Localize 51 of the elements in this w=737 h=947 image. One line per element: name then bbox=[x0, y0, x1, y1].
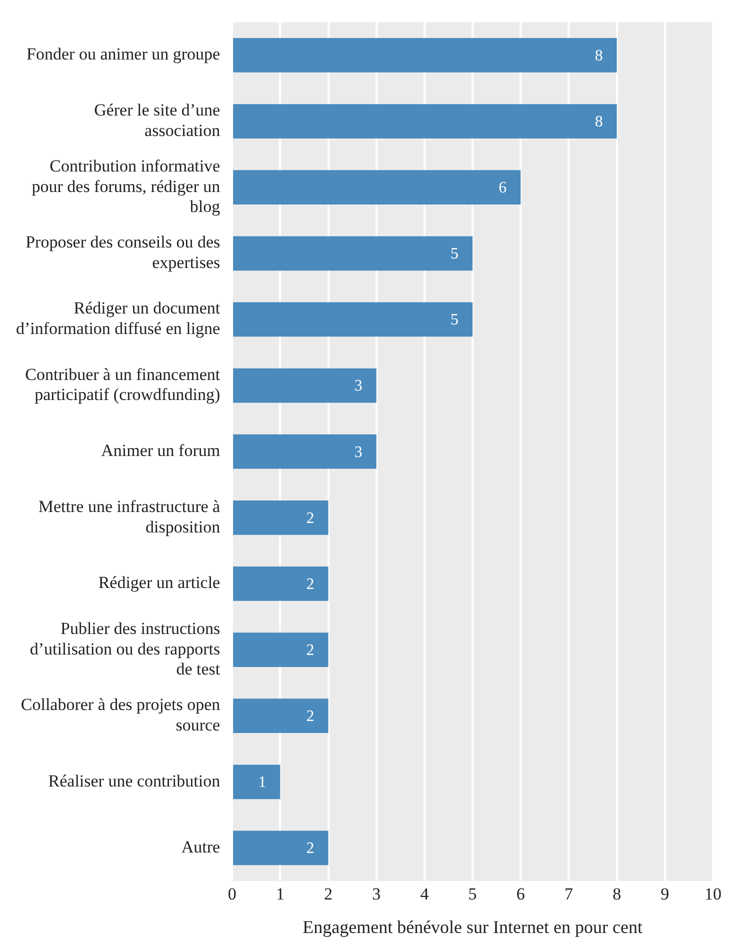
data-label: 3 bbox=[354, 378, 362, 395]
y-tick-label: Gérer le site d’une association bbox=[94, 100, 221, 140]
x-axis-title: Engagement bénévole sur Internet en pour cent bbox=[302, 916, 642, 937]
y-tick-label: Mettre une infrastructure à disposition bbox=[38, 496, 221, 536]
x-tick-label: 5 bbox=[468, 884, 477, 904]
bar bbox=[233, 434, 376, 469]
x-tick-label: 1 bbox=[276, 884, 284, 904]
bar bbox=[233, 170, 521, 205]
data-label: 2 bbox=[306, 576, 314, 593]
y-tick-label: Proposer des conseils ou des expertises bbox=[26, 232, 220, 272]
bar bbox=[233, 500, 328, 535]
x-tick-label: 0 bbox=[228, 884, 236, 904]
data-label: 2 bbox=[306, 510, 314, 527]
x-tick-label: 9 bbox=[660, 884, 670, 904]
x-tick-label: 4 bbox=[420, 884, 430, 904]
bar bbox=[233, 764, 280, 800]
y-tick-label: Rédiger un document d’information diffusé en ligne bbox=[16, 298, 220, 338]
bar bbox=[233, 368, 376, 403]
y-tick-label: Rédiger un article bbox=[98, 573, 220, 592]
data-label: 6 bbox=[498, 180, 507, 197]
x-tick-label: 10 bbox=[704, 884, 722, 904]
data-label: 2 bbox=[306, 642, 314, 659]
data-label: 5 bbox=[450, 312, 459, 329]
data-label: 8 bbox=[594, 47, 603, 64]
data-label: 3 bbox=[354, 444, 362, 461]
data-label: 1 bbox=[258, 774, 266, 792]
data-label: 8 bbox=[594, 113, 603, 130]
y-tick-label: Contribution informative pour des forums, rédiger un blog bbox=[32, 156, 221, 216]
x-tick-label: 6 bbox=[516, 884, 525, 904]
bar bbox=[233, 38, 617, 72]
bar bbox=[233, 698, 328, 734]
y-tick-label: Publier des instructions d’utilisation ou des rapports de test bbox=[30, 618, 220, 679]
bar bbox=[233, 830, 328, 866]
bar bbox=[233, 302, 473, 337]
y-tick-label: Autre bbox=[181, 837, 220, 856]
data-label: 5 bbox=[450, 246, 459, 263]
bar bbox=[233, 104, 617, 138]
data-label: 2 bbox=[306, 708, 314, 726]
x-tick-label: 7 bbox=[564, 884, 574, 904]
bar bbox=[233, 632, 328, 667]
data-label: 2 bbox=[306, 840, 314, 858]
x-tick-label: 2 bbox=[324, 884, 333, 904]
x-tick-label: 3 bbox=[372, 884, 381, 904]
y-tick-label: Fonder ou animer un groupe bbox=[26, 44, 220, 64]
y-tick-label: Contribuer à un financement participatif (crowdfunding) bbox=[25, 364, 220, 404]
bar bbox=[233, 236, 473, 271]
x-tick-label: 8 bbox=[612, 884, 622, 904]
y-tick-label: Collaborer à des projets open source bbox=[20, 695, 221, 735]
y-tick-label: Réaliser une contribution bbox=[48, 771, 221, 790]
y-tick-label: Animer un forum bbox=[101, 441, 220, 460]
bar bbox=[233, 566, 328, 601]
